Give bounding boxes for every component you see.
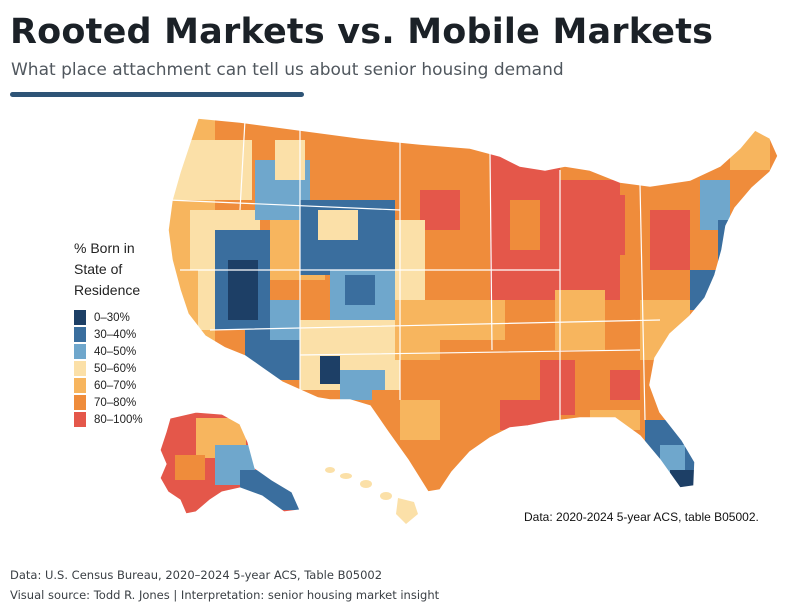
- legend-item: 0–30%: [74, 309, 164, 326]
- legend-swatch: [74, 412, 86, 427]
- legend-title: % Born in State of Residence: [74, 238, 164, 301]
- state-borders: [168, 119, 661, 421]
- title-underline: [10, 92, 304, 97]
- legend-swatch: [74, 361, 86, 376]
- legend-label: 0–30%: [94, 311, 130, 324]
- legend-label: 50–60%: [94, 362, 137, 375]
- legend-swatch: [74, 344, 86, 359]
- footer-source: Data: U.S. Census Bureau, 2020–2024 5-ye…: [10, 568, 383, 582]
- legend-title-line: Residence: [74, 282, 141, 298]
- legend-swatch: [74, 310, 86, 325]
- footer-credit: Visual source: Todd R. Jones | Interpret…: [10, 588, 440, 602]
- legend-swatch: [74, 395, 86, 410]
- legend-title-line: % Born in: [74, 240, 135, 256]
- legend-swatch: [74, 378, 86, 393]
- legend-item: 40–50%: [74, 343, 164, 360]
- legend-item: 60–70%: [74, 377, 164, 394]
- legend-label: 30–40%: [94, 328, 137, 341]
- legend-item: 30–40%: [74, 326, 164, 343]
- map-legend: % Born in State of Residence 0–30% 30–40…: [74, 238, 164, 428]
- alaska: [160, 412, 300, 514]
- legend-label: 60–70%: [94, 379, 137, 392]
- legend-items: 0–30% 30–40% 40–50% 50–60% 60–70% 70–80%…: [74, 309, 164, 428]
- legend-item: 80–100%: [74, 411, 164, 428]
- chart-subtitle: What place attachment can tell us about …: [11, 60, 564, 80]
- legend-title-line: State of: [74, 261, 123, 277]
- legend-swatch: [74, 327, 86, 342]
- alaska-outline: [159, 411, 301, 515]
- legend-label: 70–80%: [94, 396, 137, 409]
- legend-item: 70–80%: [74, 394, 164, 411]
- map-data-note: Data: 2020-2024 5-year ACS, table B05002…: [524, 510, 759, 524]
- us-county-map: [159, 117, 779, 524]
- legend-item: 50–60%: [74, 360, 164, 377]
- legend-label: 80–100%: [94, 413, 143, 426]
- hawaii: [325, 467, 418, 524]
- legend-label: 40–50%: [94, 345, 137, 358]
- chart-title: Rooted Markets vs. Mobile Markets: [10, 12, 714, 52]
- contiguous-us-outline: [167, 117, 779, 493]
